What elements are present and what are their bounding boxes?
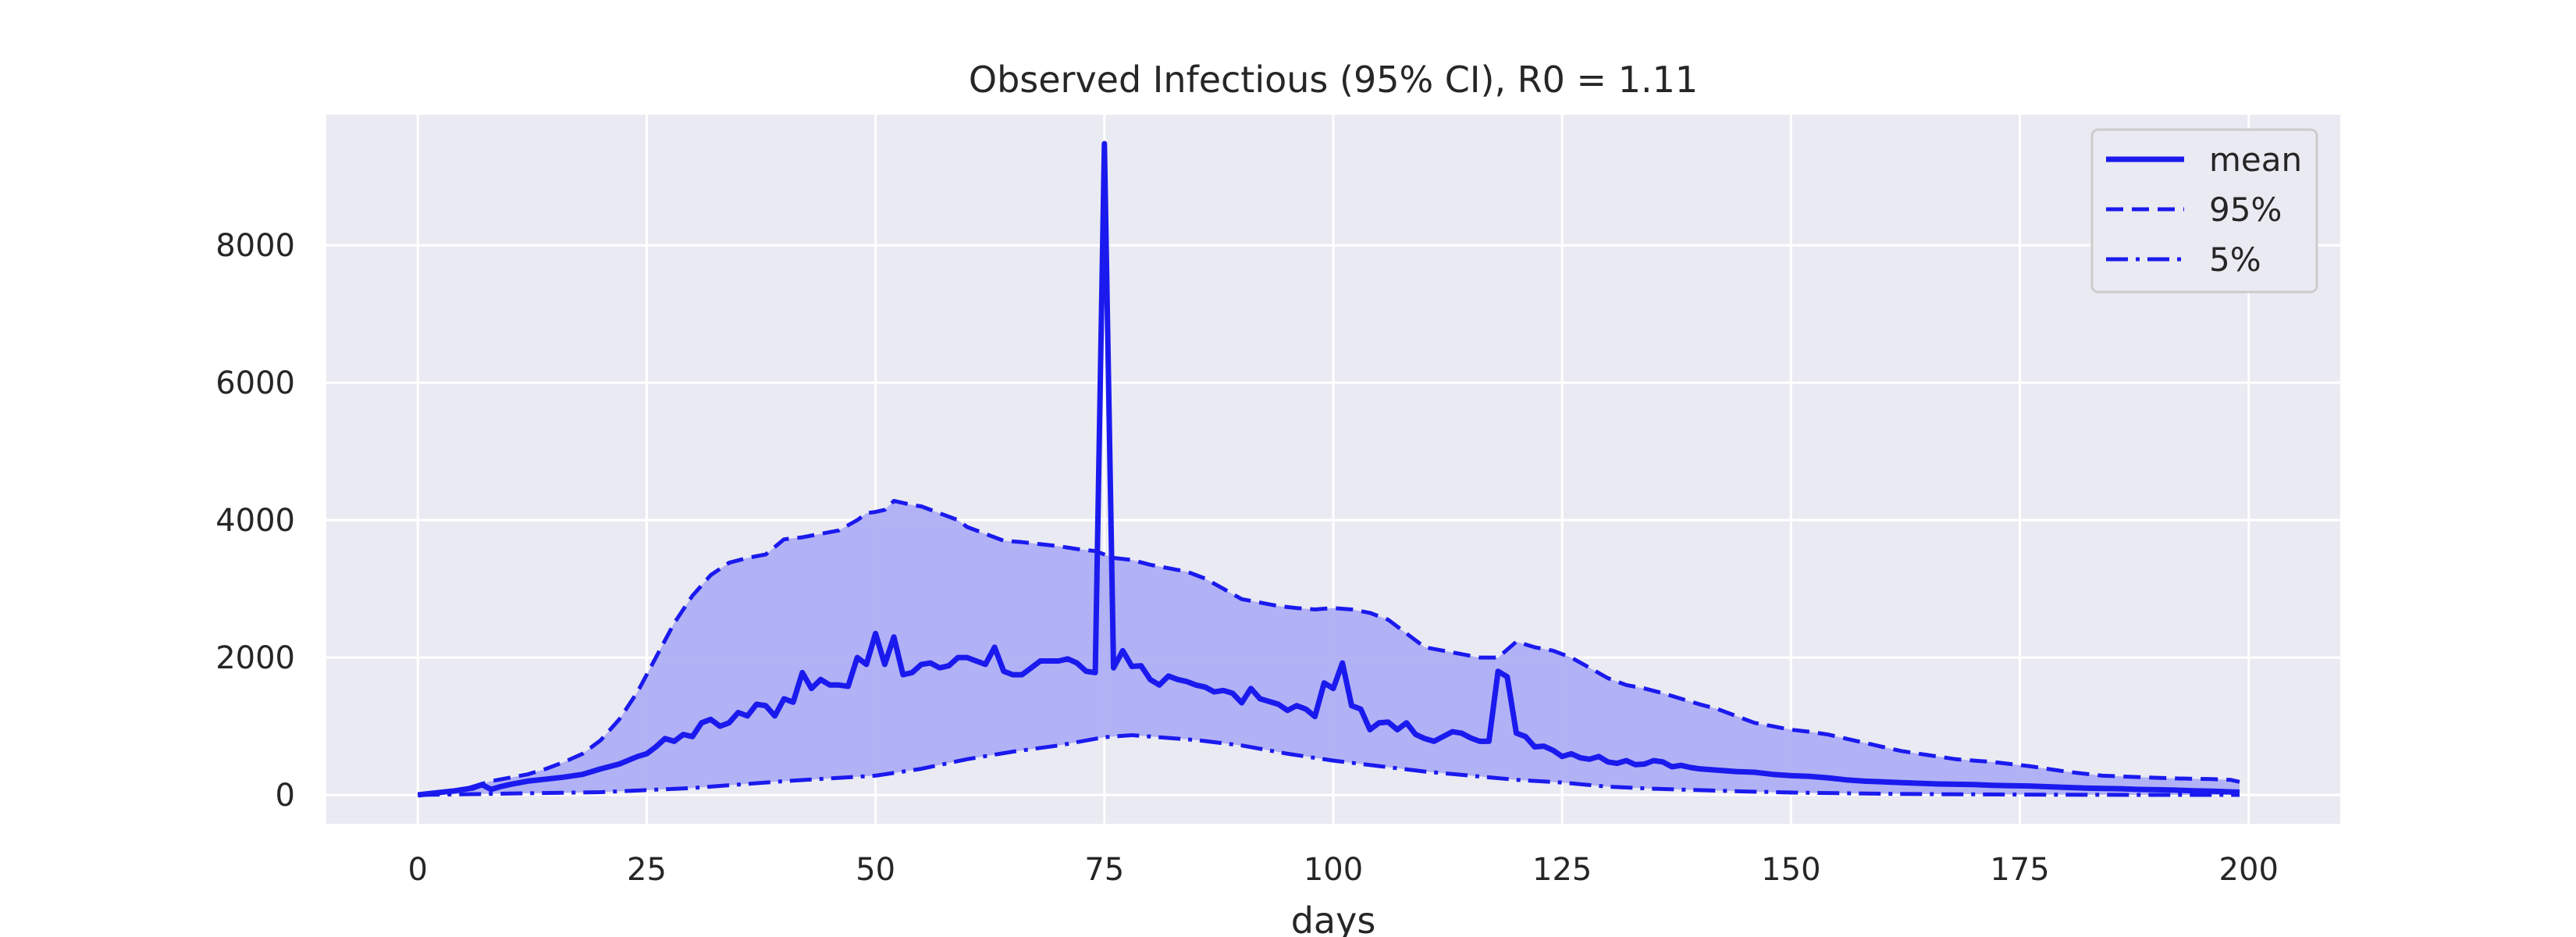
ci-band-95 [418, 501, 2240, 795]
legend-label: 95% [2209, 191, 2282, 229]
series-lines [417, 141, 2240, 798]
y-tick-label: 0 [276, 778, 295, 814]
legend-items: mean 95% 5% [2106, 141, 2302, 279]
series-line-95pct [418, 499, 2240, 797]
x-tick-label: 150 [1761, 852, 1820, 888]
chart-title: Observed Infectious (95% CI), R0 = 1.11 [969, 59, 1698, 101]
x-tick-label: 100 [1304, 852, 1363, 888]
y-tick-label: 8000 [215, 228, 295, 264]
x-tick-label: 75 [1084, 852, 1124, 888]
x-tick-label: 175 [1990, 852, 2049, 888]
x-tick-label: 25 [627, 852, 667, 888]
x-tick-label: 125 [1532, 852, 1592, 888]
legend-box [2090, 128, 2318, 294]
x-tick-label: 200 [2219, 852, 2279, 888]
y-tick-label: 6000 [215, 365, 295, 401]
x-axis-ticks: 0 25 50 75 100 125 150 175 200 [408, 852, 2279, 888]
legend-label: 5% [2209, 240, 2261, 279]
y-axis-ticks: 0 2000 4000 6000 8000 [215, 228, 295, 814]
legend-label: mean [2209, 141, 2302, 179]
x-tick-label: 0 [408, 852, 428, 888]
x-tick-label: 50 [856, 852, 895, 888]
y-tick-label: 2000 [215, 640, 295, 676]
x-axis-label: days [1291, 900, 1376, 937]
y-tick-label: 4000 [215, 503, 295, 539]
series-line-5pct [418, 733, 2240, 797]
legend: mean 95% 5% [2090, 128, 2318, 294]
series-line-mean [417, 141, 2240, 798]
